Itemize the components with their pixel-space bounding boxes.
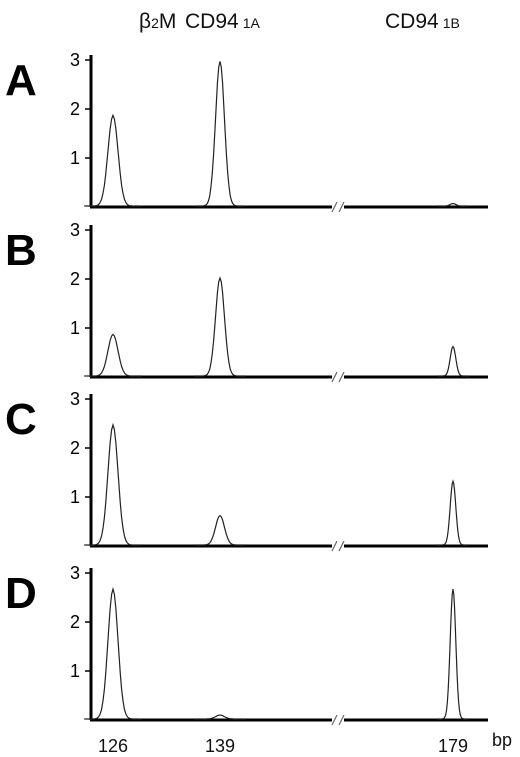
y-tick-label: 3: [70, 50, 80, 70]
peak-126bp: [84, 586, 142, 720]
y-tick-label: 2: [70, 612, 80, 632]
x-tick-label-139: 139: [205, 736, 235, 756]
y-tick-label: 2: [70, 438, 80, 458]
peak-139bp: [194, 714, 246, 720]
header-cd94-1b: CD94 1B: [385, 10, 460, 33]
y-tick-label: 2: [70, 269, 80, 289]
y-tick-label: 3: [70, 389, 80, 409]
y-tick-label: 3: [70, 220, 80, 240]
panel-letter: B: [5, 226, 37, 275]
peak-126bp: [84, 422, 142, 546]
peak-179bp: [437, 479, 469, 546]
peak-139bp: [194, 514, 246, 546]
panel-a: A 1 2 3: [5, 50, 488, 213]
y-tick-label: 2: [70, 99, 80, 119]
x-tick-label-179: 179: [438, 736, 468, 756]
y-tick-label: 3: [70, 563, 80, 583]
y-tick-label: 1: [70, 148, 80, 168]
peak-139bp: [194, 276, 246, 377]
panel-b: B 1 2 3: [5, 220, 488, 383]
panel-letter: A: [5, 56, 37, 105]
axis-break-mark: [331, 540, 345, 552]
panel-letter: C: [5, 395, 37, 444]
peak-139bp: [194, 61, 246, 207]
peak-126bp: [84, 113, 142, 207]
peak-179bp: [437, 345, 469, 377]
axis-break-mark: [331, 201, 345, 213]
peak-179bp: [437, 589, 469, 720]
panel-d: D 1 2 3: [5, 563, 488, 726]
y-tick-label: 1: [70, 487, 80, 507]
header-cd94-1a: CD94 1A: [185, 10, 260, 33]
y-tick-label: 1: [70, 661, 80, 681]
peak-179bp: [437, 203, 469, 207]
axis-break-mark: [331, 371, 345, 383]
header-b2m: β2M: [139, 10, 176, 33]
panel-c: C 1 2 3: [5, 389, 488, 552]
panel-letter: D: [5, 569, 37, 618]
x-unit-label: bp: [492, 730, 512, 750]
axis-break-mark: [331, 714, 345, 726]
peak-126bp: [84, 333, 142, 377]
panels: A 1 2 3 B 1 2 3 C 1 2 3 D 1 2 3: [5, 50, 488, 726]
y-tick-label: 1: [70, 318, 80, 338]
x-tick-label-126: 126: [98, 736, 128, 756]
